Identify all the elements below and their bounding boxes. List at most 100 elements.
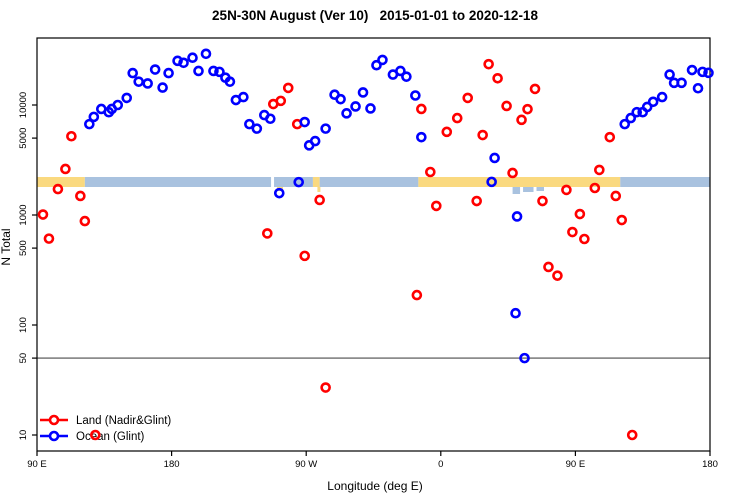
land-ocean-strip-segment [312, 177, 320, 187]
x-axis-tick-label: 0 [438, 459, 443, 470]
data-point [692, 82, 704, 94]
data-point [664, 69, 675, 80]
data-point [262, 228, 273, 239]
data-point [365, 103, 376, 114]
data-point [112, 99, 124, 111]
data-point [616, 214, 628, 226]
data-point [410, 90, 421, 101]
data-point [172, 55, 183, 67]
data-point [610, 190, 622, 202]
data-point [567, 226, 578, 238]
data-point [492, 72, 503, 84]
data-point [529, 83, 541, 95]
data-point [431, 200, 442, 212]
y-axis-tick-label: 5000 [18, 128, 29, 149]
data-point [483, 58, 494, 70]
x-axis-label: Longitude (deg E) [327, 479, 423, 493]
data-point [395, 65, 406, 77]
data-point [208, 65, 219, 77]
y-axis-tick-label: 500 [18, 240, 29, 256]
data-point [133, 76, 144, 87]
x-axis-tick-label: 90 W [295, 459, 317, 470]
data-point [561, 184, 572, 196]
data-point [686, 64, 698, 76]
data-point [441, 126, 453, 138]
data-point [127, 67, 139, 79]
data-point [697, 66, 708, 78]
data-point [510, 307, 521, 319]
data-point [451, 112, 463, 124]
data-point [320, 123, 331, 134]
data-point [149, 64, 161, 75]
data-point [619, 118, 631, 130]
data-point [519, 352, 530, 364]
data-point [60, 163, 71, 175]
data-point [43, 233, 55, 244]
data-point [703, 67, 714, 79]
data-point [90, 429, 101, 441]
data-point [299, 116, 311, 128]
legend-symbol-point [48, 414, 60, 426]
data-point [178, 57, 189, 69]
data-point [299, 250, 311, 262]
data-point [486, 176, 497, 188]
data-point [626, 429, 638, 441]
data-point [471, 195, 482, 207]
x-axis-tick-label: 90 E [566, 459, 586, 470]
y-axis-tick-label: 1000 [18, 204, 29, 225]
data-point [309, 135, 321, 147]
x-axis-tick-label: 90 E [27, 459, 47, 470]
data-point [543, 261, 554, 273]
y-axis-tick-label: 50 [18, 353, 29, 364]
data-point [641, 101, 653, 113]
data-point [320, 382, 331, 393]
data-point [293, 176, 305, 188]
legend-item-label: Ocean (Glint) [76, 431, 145, 443]
land-ocean-strip-segment [37, 177, 85, 187]
data-point [214, 66, 225, 78]
data-point [265, 113, 276, 125]
data-point [377, 54, 388, 66]
land-ocean-strip-fringe [523, 187, 534, 192]
y-axis-tick-label: 10 [18, 430, 29, 441]
data-point [501, 100, 512, 112]
land-ocean-strip-segment [620, 177, 710, 187]
y-axis-tick-label: 100 [18, 317, 29, 333]
data-point [244, 118, 255, 130]
y-axis-tick-label: 10000 [18, 92, 29, 118]
data-point [314, 194, 325, 206]
data-point [84, 118, 95, 130]
data-point [411, 289, 423, 301]
data-point [251, 123, 263, 134]
data-point [37, 209, 49, 220]
data-point [516, 114, 527, 126]
legend-item-label: Land (Nadir&Glint) [76, 415, 171, 427]
data-point [589, 182, 601, 194]
land-ocean-strip-segment [319, 177, 419, 187]
data-point [579, 233, 590, 245]
data-point [282, 82, 294, 94]
data-point [401, 71, 412, 82]
data-point [75, 190, 86, 202]
data-point [371, 59, 382, 71]
data-point [157, 82, 168, 93]
data-point [552, 270, 563, 281]
data-point [66, 130, 77, 142]
data-point [79, 215, 91, 227]
data-point [273, 187, 285, 199]
data-point [52, 183, 64, 195]
data-point [631, 106, 643, 118]
data-point [121, 92, 133, 104]
x-axis-tick-label: 180 [702, 459, 718, 470]
data-point [163, 67, 174, 79]
data-point [574, 208, 586, 220]
data-point [238, 91, 249, 103]
land-ocean-strip-segment [84, 177, 272, 187]
data-point [594, 164, 605, 176]
data-point [275, 95, 287, 107]
data-point [647, 96, 659, 108]
data-point [357, 87, 369, 98]
land-ocean-strip-segment [418, 177, 621, 187]
